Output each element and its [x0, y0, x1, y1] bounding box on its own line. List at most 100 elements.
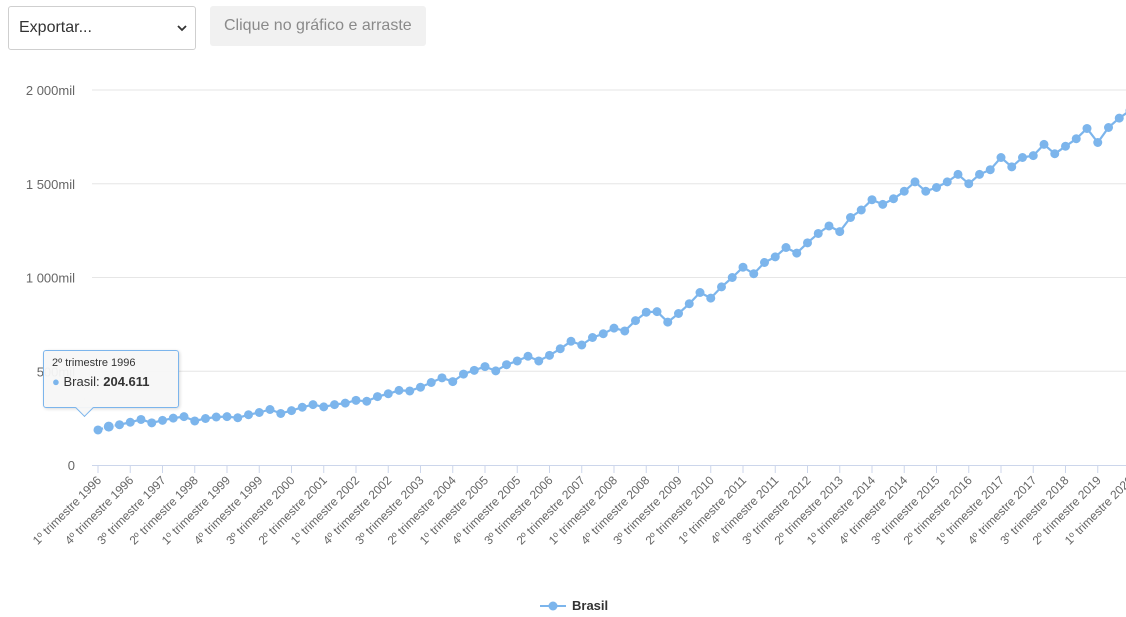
- data-point[interactable]: [340, 398, 350, 408]
- data-point[interactable]: [889, 194, 898, 204]
- data-point[interactable]: [910, 177, 920, 187]
- data-point[interactable]: [297, 402, 307, 412]
- data-point[interactable]: [975, 169, 984, 179]
- data-point[interactable]: [588, 333, 597, 342]
- data-point[interactable]: [555, 344, 565, 354]
- data-point[interactable]: [276, 408, 286, 418]
- data-point[interactable]: [813, 228, 823, 238]
- data-point[interactable]: [717, 282, 726, 292]
- data-point[interactable]: [115, 420, 124, 430]
- data-point[interactable]: [964, 179, 974, 189]
- data-point[interactable]: [1050, 149, 1060, 159]
- data-point[interactable]: [1007, 162, 1017, 172]
- data-point[interactable]: [147, 418, 157, 428]
- data-point[interactable]: [480, 362, 490, 372]
- data-point[interactable]: [781, 243, 791, 252]
- data-point[interactable]: [1061, 141, 1070, 151]
- data-point[interactable]: [373, 392, 382, 402]
- data-point[interactable]: [459, 369, 468, 379]
- data-point[interactable]: [265, 405, 275, 414]
- data-point[interactable]: [598, 329, 608, 339]
- data-point[interactable]: [523, 351, 533, 361]
- data-point[interactable]: [534, 356, 544, 366]
- data-point[interactable]: [609, 323, 619, 333]
- data-point[interactable]: [803, 238, 812, 248]
- data-point[interactable]: [760, 258, 769, 267]
- data-point[interactable]: [577, 340, 587, 350]
- data-point[interactable]: [856, 205, 866, 215]
- data-point[interactable]: [102, 420, 115, 433]
- data-point[interactable]: [512, 356, 522, 366]
- data-point[interactable]: [878, 199, 888, 209]
- data-point[interactable]: [566, 336, 576, 346]
- data-point[interactable]: [1114, 113, 1124, 123]
- data-point[interactable]: [1104, 123, 1113, 132]
- data-point[interactable]: [158, 415, 167, 425]
- data-point[interactable]: [448, 377, 458, 387]
- data-point[interactable]: [706, 293, 716, 303]
- tooltip-series: Brasil: [63, 374, 96, 389]
- data-point[interactable]: [383, 389, 393, 399]
- legend-item-brasil[interactable]: Brasil: [540, 598, 608, 613]
- data-point[interactable]: [749, 269, 759, 279]
- data-point[interactable]: [684, 299, 694, 309]
- data-point[interactable]: [695, 288, 705, 297]
- data-point[interactable]: [620, 326, 630, 336]
- data-point[interactable]: [93, 425, 103, 435]
- data-point[interactable]: [502, 360, 511, 370]
- data-point[interactable]: [674, 309, 683, 318]
- data-point[interactable]: [308, 400, 318, 410]
- data-point[interactable]: [727, 273, 737, 282]
- data-point[interactable]: [287, 406, 296, 416]
- data-point[interactable]: [254, 408, 264, 417]
- data-point[interactable]: [362, 396, 372, 406]
- data-point[interactable]: [631, 316, 640, 326]
- data-point[interactable]: [652, 307, 662, 317]
- data-point[interactable]: [867, 195, 877, 205]
- data-point[interactable]: [394, 385, 404, 395]
- data-point[interactable]: [899, 186, 909, 196]
- data-point[interactable]: [211, 412, 221, 422]
- data-point[interactable]: [770, 252, 780, 262]
- data-point[interactable]: [641, 307, 651, 317]
- data-point[interactable]: [168, 413, 178, 423]
- data-point[interactable]: [1071, 134, 1081, 144]
- data-point[interactable]: [1082, 123, 1092, 133]
- data-point[interactable]: [491, 366, 501, 376]
- data-point[interactable]: [846, 213, 855, 222]
- data-point[interactable]: [953, 169, 963, 179]
- data-point[interactable]: [663, 317, 673, 327]
- data-point[interactable]: [996, 153, 1006, 162]
- data-point[interactable]: [416, 382, 425, 392]
- data-point[interactable]: [469, 365, 479, 375]
- data-point[interactable]: [319, 402, 329, 412]
- data-point[interactable]: [426, 378, 436, 387]
- data-point[interactable]: [1093, 138, 1103, 147]
- data-point[interactable]: [985, 165, 995, 175]
- data-point[interactable]: [921, 186, 931, 196]
- data-point[interactable]: [179, 412, 189, 422]
- data-point[interactable]: [1018, 153, 1027, 162]
- data-point[interactable]: [222, 412, 232, 422]
- data-point[interactable]: [437, 373, 447, 383]
- data-point[interactable]: [835, 227, 845, 237]
- data-point[interactable]: [545, 350, 554, 360]
- data-point[interactable]: [792, 248, 802, 258]
- data-point[interactable]: [351, 395, 361, 405]
- data-point[interactable]: [244, 410, 253, 420]
- data-point[interactable]: [1028, 151, 1038, 161]
- data-point[interactable]: [233, 413, 243, 423]
- data-point[interactable]: [932, 183, 941, 192]
- data-point[interactable]: [405, 386, 415, 396]
- data-point[interactable]: [1039, 139, 1049, 149]
- data-point[interactable]: [136, 414, 146, 424]
- export-select[interactable]: Exportar...: [8, 6, 196, 50]
- data-point[interactable]: [201, 414, 210, 423]
- data-point[interactable]: [330, 400, 339, 410]
- data-point[interactable]: [738, 262, 748, 272]
- data-point[interactable]: [824, 221, 834, 231]
- data-point[interactable]: [190, 416, 200, 426]
- data-point[interactable]: [942, 177, 952, 187]
- data-point[interactable]: [125, 417, 135, 427]
